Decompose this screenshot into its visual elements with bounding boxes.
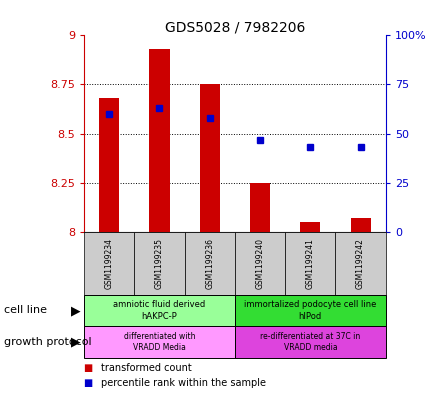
Bar [99, 98, 119, 232]
Bar [249, 183, 270, 232]
Text: differentiated with
VRADD Media: differentiated with VRADD Media [123, 332, 195, 352]
Text: GSM1199241: GSM1199241 [305, 238, 314, 289]
Text: cell line: cell line [4, 305, 47, 316]
Bar [84, 326, 234, 358]
Bar [134, 232, 184, 295]
Bar [84, 295, 234, 326]
Text: growth protocol: growth protocol [4, 337, 92, 347]
Text: GSM1199236: GSM1199236 [205, 238, 214, 289]
Text: ▶: ▶ [71, 304, 80, 317]
Bar [199, 84, 219, 232]
Bar [234, 232, 285, 295]
Text: GSM1199234: GSM1199234 [104, 238, 114, 289]
Bar [234, 295, 385, 326]
Text: ■: ■ [84, 378, 96, 388]
Text: ■: ■ [84, 362, 96, 373]
Text: GSM1199240: GSM1199240 [255, 238, 264, 289]
Text: transformed count: transformed count [101, 362, 192, 373]
Bar [335, 232, 385, 295]
Text: percentile rank within the sample: percentile rank within the sample [101, 378, 266, 388]
Text: GSM1199235: GSM1199235 [155, 238, 163, 289]
Text: re-differentiated at 37C in
VRADD media: re-differentiated at 37C in VRADD media [260, 332, 359, 352]
Text: immortalized podocyte cell line
hIPod: immortalized podocyte cell line hIPod [243, 300, 376, 321]
Text: ▶: ▶ [71, 335, 80, 349]
Bar [234, 326, 385, 358]
Bar [350, 218, 370, 232]
Text: amniotic fluid derived
hAKPC-P: amniotic fluid derived hAKPC-P [113, 300, 205, 321]
Bar [149, 49, 169, 232]
Bar [184, 232, 234, 295]
Bar [285, 232, 335, 295]
Title: GDS5028 / 7982206: GDS5028 / 7982206 [164, 20, 304, 34]
Bar [300, 222, 319, 232]
Bar [84, 232, 134, 295]
Text: GSM1199242: GSM1199242 [355, 238, 364, 289]
